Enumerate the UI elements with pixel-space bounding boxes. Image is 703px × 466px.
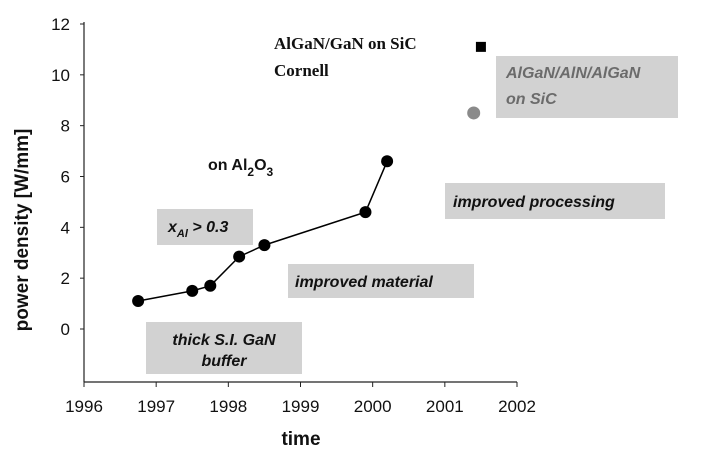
- x-tick-label: 1996: [65, 397, 103, 416]
- data-point: [233, 250, 246, 263]
- on-al2o3-sub1: 2: [247, 165, 254, 179]
- x-tick-label: 2001: [426, 397, 464, 416]
- data-point: [204, 279, 217, 292]
- aln-label-box: [496, 56, 678, 118]
- x-tick-label: 2000: [354, 397, 392, 416]
- data-point: [381, 155, 394, 168]
- thick-buffer-box: [146, 322, 302, 374]
- xal-label: xAl > 0.3: [167, 219, 228, 240]
- data-point: [467, 106, 481, 120]
- improved-processing-box: [445, 183, 665, 219]
- x-tick-label: 2002: [498, 397, 536, 416]
- x-tick-label: 1997: [137, 397, 175, 416]
- data-layer: [132, 41, 486, 308]
- xal-box: [157, 209, 253, 245]
- xal-x: x: [167, 219, 178, 236]
- improved-material-label: improved material: [295, 274, 433, 291]
- sic-label-line1: AlGaN/GaN on SiC: [274, 34, 417, 53]
- x-tick-label: 1998: [209, 397, 247, 416]
- improved-material-box: [288, 264, 474, 298]
- x-axis-title: time: [281, 429, 320, 450]
- on-al2o3-label: on Al2O3: [208, 157, 274, 179]
- y-tick-label: 2: [61, 269, 70, 288]
- improved-processing-label: improved processing: [453, 194, 615, 211]
- on-al2o3-sub2: 3: [267, 165, 274, 179]
- data-point: [132, 295, 145, 308]
- y-tick-label: 10: [51, 66, 70, 85]
- y-tick-label: 0: [61, 320, 70, 339]
- data-point-square: [475, 41, 486, 52]
- on-al2o3-mid: O: [254, 157, 266, 174]
- tick-layer: 0 2 4 6 8 10 12 1996 1997 1998 1999 2000 2001 2002: [51, 15, 536, 416]
- thick-buffer-line1: thick S.I. GaN: [172, 332, 276, 349]
- data-point: [186, 284, 199, 297]
- y-tick-label: 12: [51, 15, 70, 34]
- x-tick-label: 1999: [282, 397, 320, 416]
- aln-label-line2: on SiC: [506, 91, 557, 108]
- data-point: [258, 239, 271, 252]
- y-tick-label: 6: [61, 168, 70, 187]
- xal-rest: > 0.3: [188, 219, 229, 236]
- data-point: [359, 206, 372, 219]
- y-axis-title: power density [W/mm]: [12, 129, 33, 332]
- on-al2o3-prefix: on Al: [208, 157, 247, 174]
- y-tick-label: 8: [61, 117, 70, 136]
- xal-sub: Al: [176, 228, 189, 240]
- thick-buffer-line2: buffer: [201, 353, 247, 370]
- aln-label-line1: AlGaN/AlN/AlGaN: [505, 65, 641, 82]
- y-tick-label: 4: [61, 218, 70, 237]
- sic-label-line2: Cornell: [274, 61, 329, 80]
